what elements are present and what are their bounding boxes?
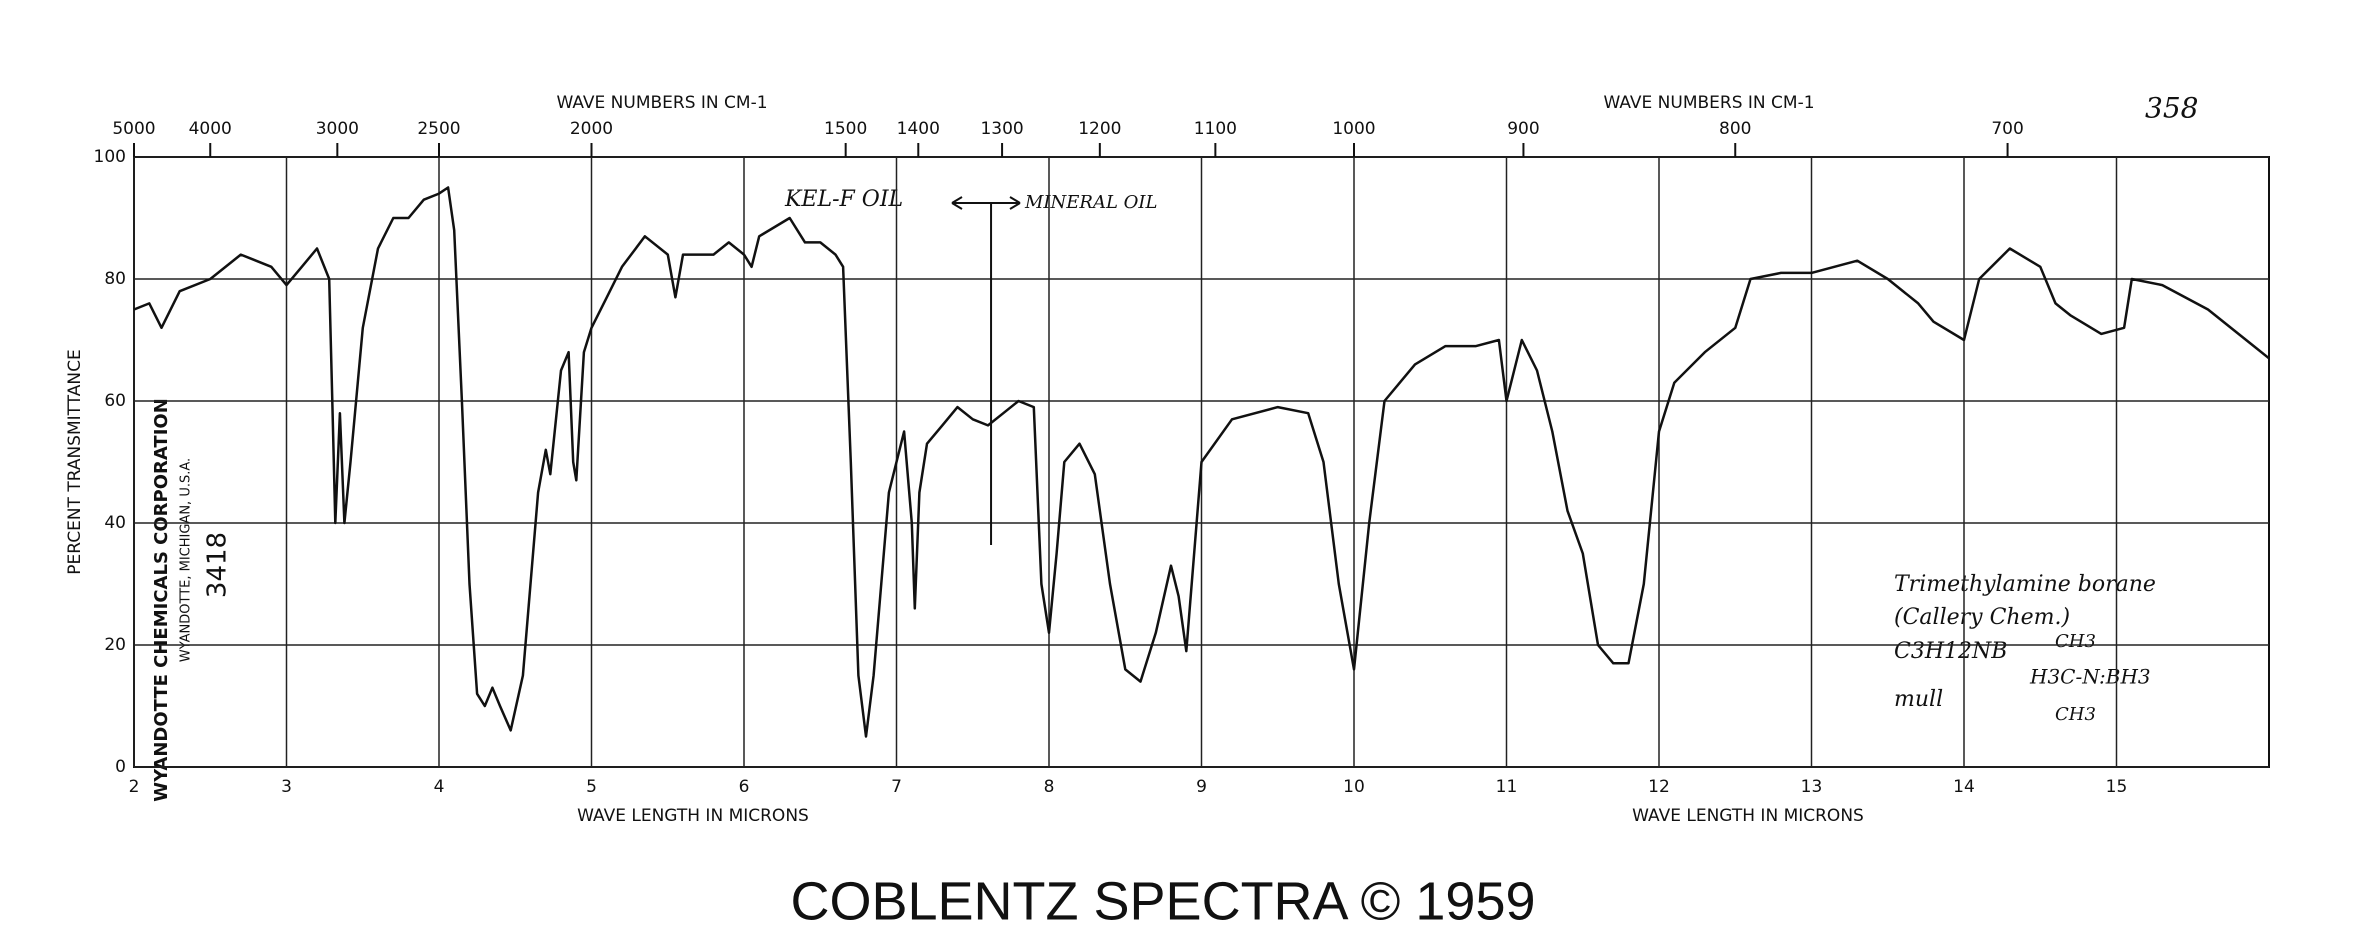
sample-source: (Callery Chem.) [1894, 605, 2070, 630]
x2-tick-label: 1000 [1332, 119, 1375, 139]
x2-tick-label: 4000 [189, 119, 232, 139]
source-number: 3418 [203, 532, 233, 598]
x-tick-label: 4 [434, 777, 445, 797]
x2-tick-label: 2500 [417, 119, 460, 139]
x-tick-label: 6 [739, 777, 750, 797]
structure: H3C-N:BH3 [2029, 665, 2151, 689]
x-tick-label: 11 [1496, 777, 1518, 797]
structure: CH3 [2055, 704, 2096, 725]
x2-tick-label: 700 [1991, 119, 2023, 139]
top-axis-label: WAVE NUMBERS IN CM-1 [556, 93, 767, 113]
x-tick-label: 12 [1648, 777, 1670, 797]
x2-tick-label: 5000 [112, 119, 155, 139]
y-axis-label: PERCENT TRANSMITTANCE [65, 349, 85, 575]
x-tick-label: 10 [1343, 777, 1365, 797]
x-tick-label: 7 [891, 777, 902, 797]
x2-tick-label: 1200 [1078, 119, 1121, 139]
y-tick-label: 100 [94, 147, 126, 167]
y-tick-label: 60 [104, 391, 126, 411]
x-tick-label: 8 [1044, 777, 1055, 797]
y-tick-label: 80 [104, 269, 126, 289]
y-tick-label: 0 [115, 757, 126, 777]
x-tick-label: 2 [129, 777, 140, 797]
x2-tick-label: 1500 [824, 119, 867, 139]
x2-tick-label: 1100 [1194, 119, 1237, 139]
x2-tick-label: 1400 [897, 119, 940, 139]
sample-prep: mull [1894, 687, 1943, 712]
catalog-number: 358 [2145, 92, 2198, 125]
spectrum-line [133, 186, 2270, 738]
y-tick-label: 40 [104, 513, 126, 533]
top-axis-label: WAVE NUMBERS IN CM-1 [1603, 93, 1814, 113]
sample-formula: C3H12NB [1894, 639, 2007, 664]
x2-tick-label: 2000 [570, 119, 613, 139]
x2-tick-label: 1300 [980, 119, 1023, 139]
x-tick-label: 3 [281, 777, 292, 797]
x-tick-label: 15 [2106, 777, 2128, 797]
x-axis-label: WAVE LENGTH IN MICRONS [577, 806, 809, 826]
x-tick-label: 5 [586, 777, 597, 797]
x-axis-label: WAVE LENGTH IN MICRONS [1632, 806, 1864, 826]
x-tick-label: 14 [1953, 777, 1975, 797]
sample-name: Trimethylamine borane [1894, 572, 2156, 597]
footer: COBLENTZ SPECTRA © 1959 [790, 871, 1535, 931]
x-tick-label: 13 [1801, 777, 1823, 797]
x2-tick-label: 3000 [316, 119, 359, 139]
annotation: KEL-F OIL [784, 187, 903, 212]
source-location: WYANDOTTE, MICHIGAN, U.S.A. [179, 458, 194, 662]
source-company: WYANDOTTE CHEMICALS CORPORATION [151, 398, 172, 802]
annotation: MINERAL OIL [1024, 192, 1157, 213]
y-tick-label: 20 [104, 635, 126, 655]
x2-tick-label: 800 [1719, 119, 1751, 139]
x-tick-label: 9 [1196, 777, 1207, 797]
x2-tick-label: 900 [1507, 119, 1539, 139]
structure: CH3 [2055, 631, 2096, 652]
arrow-head [951, 196, 1021, 210]
